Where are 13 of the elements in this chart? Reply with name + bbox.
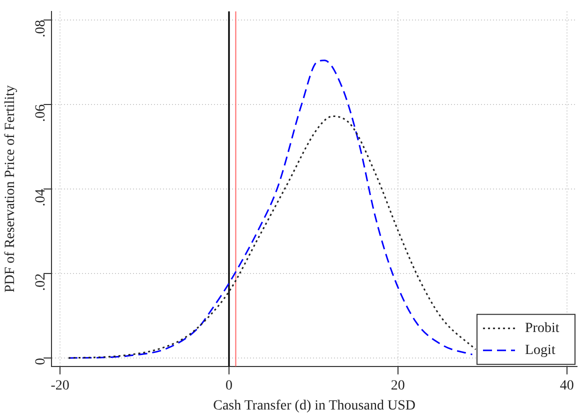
legend-label: Probit <box>525 321 560 336</box>
x-tick-label: 40 <box>560 378 574 394</box>
x-tick-label: 0 <box>225 378 232 394</box>
y-axis-title: PDF of Reservation Price of Fertility <box>3 85 18 293</box>
y-tick-label: .02 <box>33 273 48 291</box>
y-tick-label: .04 <box>33 188 48 206</box>
y-tick-label: 0 <box>33 358 48 365</box>
x-tick-label: -20 <box>50 378 70 394</box>
y-tick-label: .06 <box>33 104 48 122</box>
x-axis-title: Cash Transfer (d) in Thousand USD <box>213 398 416 414</box>
legend-label: Logit <box>525 343 556 358</box>
y-tick-label: .08 <box>33 20 48 38</box>
x-tick-label: 20 <box>390 378 405 394</box>
